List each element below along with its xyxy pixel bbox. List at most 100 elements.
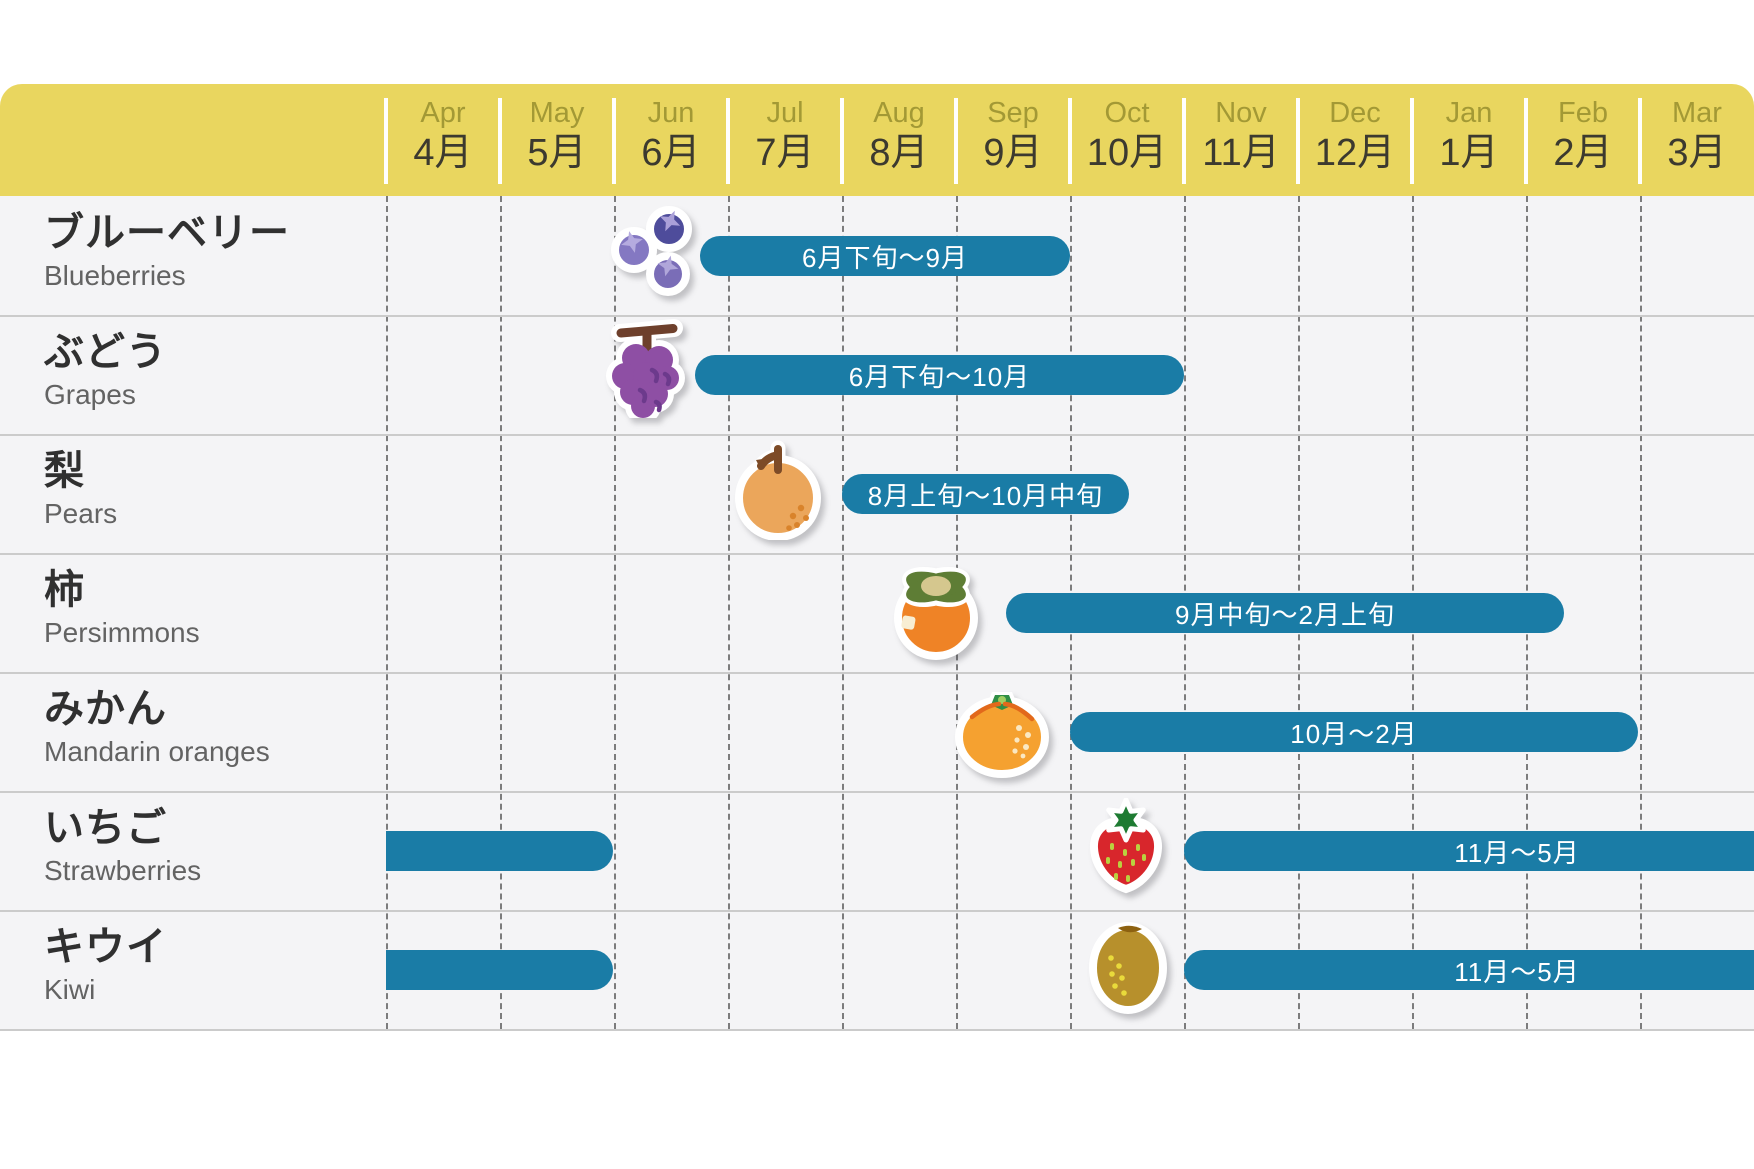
month-label-en: Dec [1329, 97, 1381, 129]
month-label-en: Sep [987, 97, 1039, 129]
month-separator [1182, 98, 1186, 184]
month-label-en: Feb [1558, 97, 1608, 129]
month-separator [1410, 98, 1414, 184]
grapes-icon [606, 319, 685, 418]
season-bar-label: 8月上旬〜10月中旬 [867, 480, 1104, 511]
season-bar-strawberries: 11月〜5月 [1184, 831, 1754, 871]
month-cell-may: May 5月 [500, 84, 614, 196]
season-bar-kiwi-spring [386, 950, 613, 990]
month-cell-nov: Nov 11月 [1184, 84, 1298, 196]
month-cell-jul: Jul 7月 [728, 84, 842, 196]
month-label-ja: 12月 [1314, 132, 1396, 174]
month-separator [1068, 98, 1072, 184]
month-label-ja: 2月 [1553, 132, 1613, 174]
fruit-name-en: Grapes [44, 379, 136, 410]
row-divider [0, 910, 1754, 912]
month-label-en: Nov [1215, 97, 1267, 129]
month-label-en: Apr [420, 97, 466, 129]
row-divider [0, 553, 1754, 555]
month-cell-apr: Apr 4月 [386, 84, 500, 196]
gridline [1640, 196, 1642, 1029]
month-cell-jun: Jun 6月 [614, 84, 728, 196]
month-separator [726, 98, 730, 184]
month-label-ja: 11月 [1202, 132, 1280, 174]
month-separator [840, 98, 844, 184]
month-label-ja: 4月 [413, 132, 473, 174]
fruit-name-en: Pears [44, 498, 118, 529]
fruit-name-ja: キウイ [44, 925, 167, 969]
fruit-label-kiwi: キウイ Kiwi [44, 923, 384, 1009]
season-bar-label: 6月下旬〜10月 [848, 361, 1031, 392]
fruit-label-pears: 梨 Pears [44, 447, 384, 533]
month-label-en: May [529, 97, 585, 129]
month-label-en: Oct [1104, 97, 1150, 129]
fruit-name-ja: ぶどう [44, 330, 167, 374]
month-label-ja: 6月 [641, 132, 701, 174]
month-separator [498, 98, 502, 184]
season-bar-label: 6月下旬〜9月 [802, 242, 968, 273]
month-cell-feb: Feb 2月 [1526, 84, 1640, 196]
season-bar-label: 11月〜5月 [1454, 956, 1580, 987]
month-label-en: Mar [1672, 97, 1722, 129]
row-divider [0, 434, 1754, 436]
month-label-ja: 8月 [869, 132, 929, 174]
gridline [614, 196, 616, 1029]
gridline [386, 196, 388, 1029]
season-bar-blueberries: 6月下旬〜9月 [700, 236, 1070, 276]
gridline [728, 196, 730, 1029]
fruit-name-en: Mandarin oranges [44, 736, 270, 767]
month-separator [1638, 98, 1642, 184]
season-bar-kiwi: 11月〜5月 [1184, 950, 1754, 990]
month-label-ja: 3月 [1667, 132, 1727, 174]
month-label-en: Aug [873, 97, 925, 129]
month-separator [612, 98, 616, 184]
fruit-label-blueberries: ブルーベリー Blueberries [44, 209, 384, 295]
month-label-ja: 5月 [527, 132, 587, 174]
month-cell-jan: Jan 1月 [1412, 84, 1526, 196]
season-bar-label: 9月中旬〜2月上旬 [1175, 599, 1395, 630]
fruit-name-ja: ブルーベリー [44, 211, 290, 255]
fruit-label-persimmons: 柿 Persimmons [44, 566, 384, 652]
gridline [842, 196, 844, 1029]
season-bar-strawberries-spring [386, 831, 613, 871]
month-cell-sep: Sep 9月 [956, 84, 1070, 196]
strawberry-icon [1090, 798, 1162, 894]
season-bar-label: 10月〜2月 [1290, 718, 1418, 749]
fruit-name-ja: みかん [44, 687, 167, 731]
month-separator [384, 98, 388, 184]
month-label-en: Jul [766, 97, 804, 129]
gridline [500, 196, 502, 1029]
month-separator [954, 98, 958, 184]
pear-icon [735, 440, 821, 540]
month-label-en: Jan [1445, 97, 1493, 129]
month-cell-aug: Aug 8月 [842, 84, 956, 196]
mandarin-orange-icon [955, 692, 1049, 778]
row-divider [0, 672, 1754, 674]
month-header: Apr 4月 May 5月 Jun 6月 Jul 7月 Aug 8月 Sep 9… [0, 84, 1754, 196]
month-separator [1524, 98, 1528, 184]
row-divider [0, 315, 1754, 317]
persimmon-icon [894, 566, 978, 660]
fruit-label-grapes: ぶどう Grapes [44, 328, 384, 414]
kiwi-icon [1089, 922, 1167, 1014]
fruit-name-en: Strawberries [44, 855, 202, 886]
month-label-ja: 10月 [1086, 132, 1168, 174]
month-cell-mar: Mar 3月 [1640, 84, 1754, 196]
month-separator [1296, 98, 1300, 184]
season-bar-persimmons: 9月中旬〜2月上旬 [1006, 593, 1564, 633]
fruit-name-en: Persimmons [44, 617, 200, 648]
season-bar-mandarin-oranges: 10月〜2月 [1070, 712, 1638, 752]
month-label-en: Jun [647, 97, 695, 129]
fruit-name-en: Kiwi [44, 974, 96, 1005]
fruit-name-en: Blueberries [44, 260, 186, 291]
month-label-ja: 7月 [755, 132, 815, 174]
month-label-ja: 1月 [1439, 132, 1499, 174]
fruit-label-strawberries: いちご Strawberries [44, 804, 384, 890]
fruit-name-ja: 梨 [44, 449, 85, 493]
blueberries-icon [611, 206, 692, 296]
season-bar-grapes: 6月下旬〜10月 [695, 355, 1184, 395]
fruit-name-ja: 柿 [44, 568, 85, 612]
fruit-label-mandarin-oranges: みかん Mandarin oranges [44, 685, 384, 771]
season-bar-pears: 8月上旬〜10月中旬 [842, 474, 1129, 514]
